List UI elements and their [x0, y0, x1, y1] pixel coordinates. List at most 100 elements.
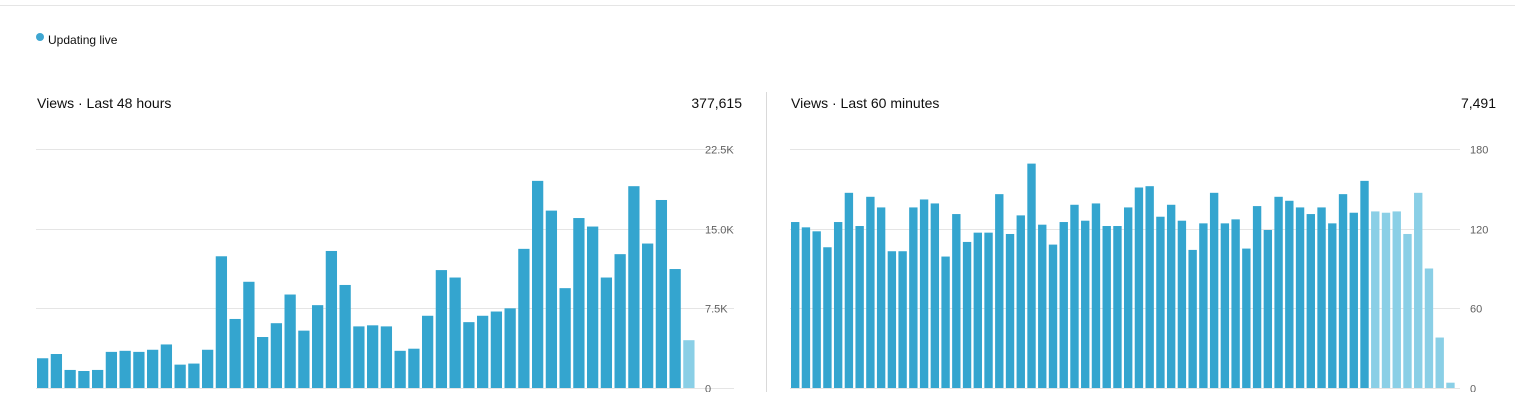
bar-48h[interactable]	[353, 326, 365, 388]
bar-48h[interactable]	[92, 369, 104, 388]
bar-60m[interactable]	[1145, 186, 1154, 388]
bar-48h[interactable]	[312, 305, 324, 388]
bar-60m[interactable]	[1446, 382, 1455, 388]
bar-48h[interactable]	[559, 288, 571, 388]
bar-60m[interactable]	[1285, 200, 1294, 388]
bar-60m[interactable]	[1392, 211, 1401, 388]
bar-60m[interactable]	[1016, 215, 1025, 388]
bar-48h[interactable]	[298, 330, 310, 388]
bar-48h[interactable]	[408, 348, 420, 388]
bar-60m[interactable]	[1005, 233, 1015, 388]
bar-48h[interactable]	[587, 226, 599, 388]
bar-60m[interactable]	[919, 199, 929, 388]
bar-48h[interactable]	[147, 349, 159, 388]
bar-60m[interactable]	[1424, 268, 1434, 389]
bar-48h[interactable]	[655, 199, 668, 388]
bar-48h[interactable]	[422, 315, 434, 388]
bar-48h[interactable]	[490, 311, 503, 388]
bar-48h[interactable]	[133, 351, 145, 388]
bar-60m[interactable]	[823, 247, 832, 388]
bar-60m[interactable]	[984, 232, 993, 388]
bar-60m[interactable]	[1220, 223, 1230, 388]
bar-60m[interactable]	[1349, 212, 1358, 388]
bar-48h[interactable]	[642, 243, 654, 388]
bar-48h[interactable]	[78, 371, 90, 388]
bar-60m[interactable]	[1070, 204, 1079, 388]
bar-60m[interactable]	[1371, 211, 1380, 388]
bar-60m[interactable]	[1328, 223, 1337, 388]
bar-48h[interactable]	[573, 218, 585, 388]
bar-60m[interactable]	[1156, 216, 1165, 388]
bar-60m[interactable]	[1209, 192, 1219, 388]
bar-60m[interactable]	[1166, 204, 1176, 388]
bar-60m[interactable]	[1102, 226, 1111, 388]
bar-48h[interactable]	[477, 315, 489, 388]
bar-48h[interactable]	[160, 344, 173, 388]
bar-48h[interactable]	[270, 323, 283, 388]
bar-48h[interactable]	[257, 337, 269, 388]
bar-60m[interactable]	[1081, 220, 1090, 388]
bar-48h[interactable]	[37, 358, 49, 388]
bar-60m[interactable]	[812, 231, 821, 388]
bar-60m[interactable]	[941, 256, 950, 388]
bar-60m[interactable]	[1263, 229, 1273, 388]
bar-48h[interactable]	[504, 308, 516, 388]
bar-60m[interactable]	[973, 232, 982, 388]
bar-60m[interactable]	[1435, 337, 1444, 388]
bar-60m[interactable]	[791, 222, 800, 388]
bar-48h[interactable]	[449, 277, 461, 388]
bar-48h[interactable]	[243, 281, 255, 388]
bar-48h[interactable]	[50, 354, 63, 388]
bar-48h[interactable]	[325, 250, 338, 388]
bar-48h[interactable]	[394, 350, 406, 388]
bar-60m[interactable]	[876, 207, 886, 388]
bar-60m[interactable]	[930, 203, 940, 388]
bar-60m[interactable]	[1338, 194, 1348, 388]
bar-60m[interactable]	[1038, 224, 1047, 388]
bar-60m[interactable]	[909, 207, 918, 388]
bar-48h[interactable]	[215, 256, 228, 388]
bar-60m[interactable]	[855, 226, 864, 388]
bar-60m[interactable]	[801, 227, 811, 388]
bar-60m[interactable]	[1059, 222, 1068, 388]
bar-48h[interactable]	[367, 325, 379, 388]
bar-60m[interactable]	[1113, 226, 1122, 388]
bar-60m[interactable]	[1199, 223, 1208, 388]
bar-60m[interactable]	[1306, 214, 1315, 388]
bar-48h[interactable]	[683, 340, 695, 388]
bar-60m[interactable]	[1124, 207, 1133, 388]
bar-60m[interactable]	[1177, 220, 1187, 388]
bar-60m[interactable]	[1188, 249, 1197, 388]
bar-60m[interactable]	[962, 241, 972, 388]
bar-60m[interactable]	[833, 222, 843, 388]
bar-48h[interactable]	[174, 364, 186, 388]
bar-60m[interactable]	[1403, 233, 1412, 388]
bar-48h[interactable]	[435, 270, 448, 388]
bar-60m[interactable]	[866, 196, 875, 388]
bar-60m[interactable]	[952, 214, 961, 388]
bar-60m[interactable]	[887, 251, 897, 388]
bar-48h[interactable]	[105, 351, 118, 388]
bar-48h[interactable]	[229, 318, 241, 388]
bar-48h[interactable]	[669, 269, 681, 388]
bar-60m[interactable]	[1027, 163, 1036, 388]
bar-48h[interactable]	[614, 254, 626, 388]
bar-48h[interactable]	[119, 350, 131, 388]
bar-48h[interactable]	[463, 322, 475, 388]
bar-60m[interactable]	[1360, 180, 1369, 388]
bar-48h[interactable]	[600, 277, 613, 388]
bar-48h[interactable]	[64, 369, 76, 388]
bar-48h[interactable]	[628, 186, 640, 388]
bar-60m[interactable]	[1048, 244, 1058, 388]
bar-60m[interactable]	[1381, 212, 1391, 388]
bar-60m[interactable]	[1231, 219, 1240, 388]
bar-48h[interactable]	[188, 363, 200, 388]
bar-60m[interactable]	[1091, 203, 1101, 388]
bar-60m[interactable]	[1414, 192, 1423, 388]
bar-60m[interactable]	[1134, 187, 1144, 388]
bar-48h[interactable]	[518, 248, 530, 388]
bar-48h[interactable]	[202, 349, 214, 388]
bar-48h[interactable]	[339, 284, 351, 388]
bar-60m[interactable]	[898, 251, 907, 388]
bar-48h[interactable]	[284, 294, 296, 388]
